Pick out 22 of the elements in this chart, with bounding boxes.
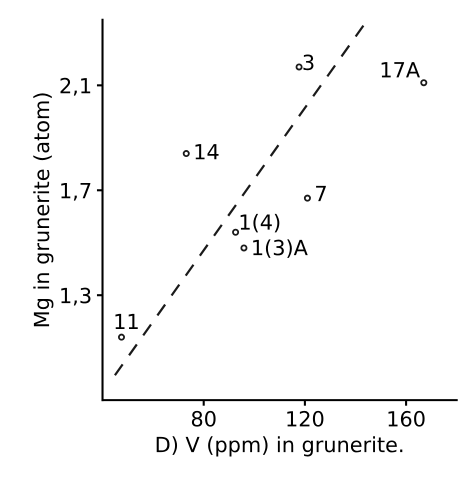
y-axis-title: Mg in grunerite (atom)	[33, 93, 54, 326]
y-tick-label: 1,3	[61, 288, 90, 306]
point	[296, 63, 303, 70]
point	[240, 244, 248, 252]
x-tick-label: 120	[287, 410, 324, 427]
annotation: 17A	[382, 62, 420, 78]
x-tick-label: 160	[388, 410, 425, 427]
point	[304, 194, 311, 202]
annotation: 14	[195, 144, 219, 160]
point	[232, 228, 240, 236]
point	[118, 334, 125, 341]
x-tick-label: 80	[192, 410, 216, 427]
y-tick-label: 1,7	[61, 183, 90, 201]
annotation: 3	[303, 54, 314, 70]
point	[420, 79, 428, 86]
annotation: 1(4)	[240, 214, 280, 232]
x-axis-title: D) V (ppm) in grunerite.	[156, 436, 402, 456]
y-tick-label: 2,1	[60, 78, 90, 96]
annotation: 11	[115, 314, 138, 330]
annotation: 1(3)A	[253, 239, 308, 258]
point	[182, 150, 190, 158]
annotation: 7	[316, 186, 326, 202]
